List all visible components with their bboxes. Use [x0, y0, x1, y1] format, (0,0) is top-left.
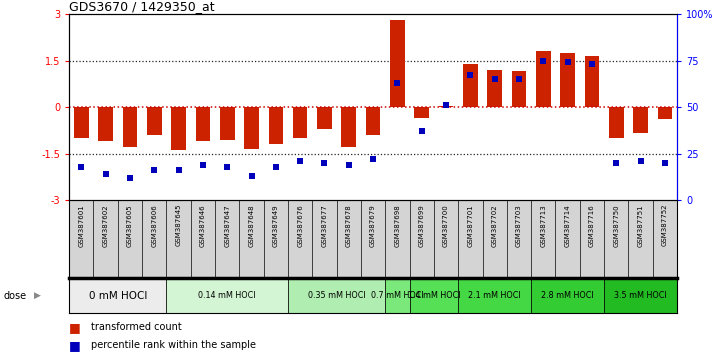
- Text: 0 mM HOCl: 0 mM HOCl: [89, 291, 147, 301]
- Text: 0.7 mM HOCl: 0.7 mM HOCl: [371, 291, 424, 300]
- Text: GSM387601: GSM387601: [79, 204, 84, 247]
- Point: [464, 73, 476, 78]
- Point: [100, 171, 111, 177]
- Bar: [463, 64, 478, 107]
- Bar: [220, 107, 234, 139]
- Bar: [122, 107, 138, 147]
- Bar: [458, 278, 531, 313]
- Bar: [385, 278, 410, 313]
- Text: 2.8 mM HOCl: 2.8 mM HOCl: [542, 291, 594, 300]
- Point: [149, 167, 160, 173]
- Text: GSM387602: GSM387602: [103, 204, 108, 246]
- Text: GSM387648: GSM387648: [248, 204, 255, 246]
- Point: [246, 173, 258, 179]
- Bar: [365, 107, 381, 135]
- Point: [76, 164, 87, 169]
- Point: [197, 162, 209, 167]
- Point: [294, 158, 306, 164]
- Text: GSM387698: GSM387698: [395, 204, 400, 247]
- Point: [319, 160, 331, 166]
- Bar: [414, 107, 429, 118]
- Text: 0.35 mM HOCl: 0.35 mM HOCl: [308, 291, 365, 300]
- Point: [392, 80, 403, 86]
- Point: [611, 160, 622, 166]
- Text: GSM387714: GSM387714: [565, 204, 571, 246]
- Bar: [317, 107, 332, 129]
- Bar: [147, 107, 162, 135]
- Bar: [561, 53, 575, 107]
- Point: [343, 162, 355, 167]
- Bar: [98, 107, 113, 141]
- Bar: [171, 107, 186, 150]
- Text: percentile rank within the sample: percentile rank within the sample: [91, 340, 256, 350]
- Bar: [512, 72, 526, 107]
- Bar: [604, 278, 677, 313]
- Text: ■: ■: [69, 321, 81, 334]
- Text: GSM387679: GSM387679: [370, 204, 376, 247]
- Text: GSM387647: GSM387647: [224, 204, 230, 246]
- Text: transformed count: transformed count: [91, 322, 182, 332]
- Bar: [196, 107, 210, 141]
- Text: GSM387716: GSM387716: [589, 204, 595, 247]
- Point: [368, 156, 379, 162]
- Point: [659, 160, 670, 166]
- Point: [270, 164, 282, 169]
- Bar: [439, 105, 454, 107]
- Point: [124, 175, 136, 181]
- Point: [635, 158, 646, 164]
- Point: [513, 76, 525, 82]
- Bar: [269, 107, 283, 144]
- Text: dose: dose: [4, 291, 27, 301]
- Point: [173, 167, 184, 173]
- Bar: [585, 56, 599, 107]
- Text: GSM387713: GSM387713: [540, 204, 546, 247]
- Text: ▶: ▶: [34, 291, 41, 300]
- Text: GSM387699: GSM387699: [419, 204, 424, 247]
- Text: GSM387677: GSM387677: [322, 204, 328, 247]
- Text: GSM387676: GSM387676: [297, 204, 303, 247]
- Point: [562, 60, 574, 65]
- Point: [537, 58, 549, 63]
- Bar: [69, 278, 167, 313]
- Text: GSM387701: GSM387701: [467, 204, 473, 247]
- Point: [440, 102, 452, 108]
- Text: GSM387645: GSM387645: [175, 204, 181, 246]
- Point: [489, 76, 501, 82]
- Bar: [487, 70, 502, 107]
- Bar: [293, 107, 307, 138]
- Text: GSM387703: GSM387703: [516, 204, 522, 247]
- Bar: [609, 107, 624, 138]
- Text: GSM387751: GSM387751: [638, 204, 644, 246]
- Text: ■: ■: [69, 339, 81, 352]
- Text: GSM387606: GSM387606: [151, 204, 157, 247]
- Text: GSM387752: GSM387752: [662, 204, 668, 246]
- Bar: [536, 51, 550, 107]
- Bar: [410, 278, 458, 313]
- Bar: [633, 107, 648, 133]
- Text: 0.14 mM HOCl: 0.14 mM HOCl: [199, 291, 256, 300]
- Point: [586, 62, 598, 67]
- Text: GSM387678: GSM387678: [346, 204, 352, 247]
- Bar: [244, 107, 259, 149]
- Bar: [167, 278, 288, 313]
- Text: GSM387700: GSM387700: [443, 204, 449, 247]
- Text: GSM387702: GSM387702: [491, 204, 498, 246]
- Bar: [531, 278, 604, 313]
- Text: GSM387605: GSM387605: [127, 204, 133, 246]
- Point: [416, 129, 427, 134]
- Text: GSM387646: GSM387646: [200, 204, 206, 246]
- Point: [221, 164, 233, 169]
- Text: 3.5 mM HOCl: 3.5 mM HOCl: [614, 291, 667, 300]
- Text: GSM387649: GSM387649: [273, 204, 279, 246]
- Text: GSM387750: GSM387750: [613, 204, 620, 246]
- Bar: [288, 278, 385, 313]
- Text: 2.1 mM HOCl: 2.1 mM HOCl: [468, 291, 521, 300]
- Bar: [341, 107, 356, 147]
- Text: GDS3670 / 1429350_at: GDS3670 / 1429350_at: [69, 0, 215, 13]
- Bar: [657, 107, 672, 120]
- Text: 1.4 mM HOCl: 1.4 mM HOCl: [408, 291, 460, 300]
- Bar: [74, 107, 89, 138]
- Bar: [390, 21, 405, 107]
